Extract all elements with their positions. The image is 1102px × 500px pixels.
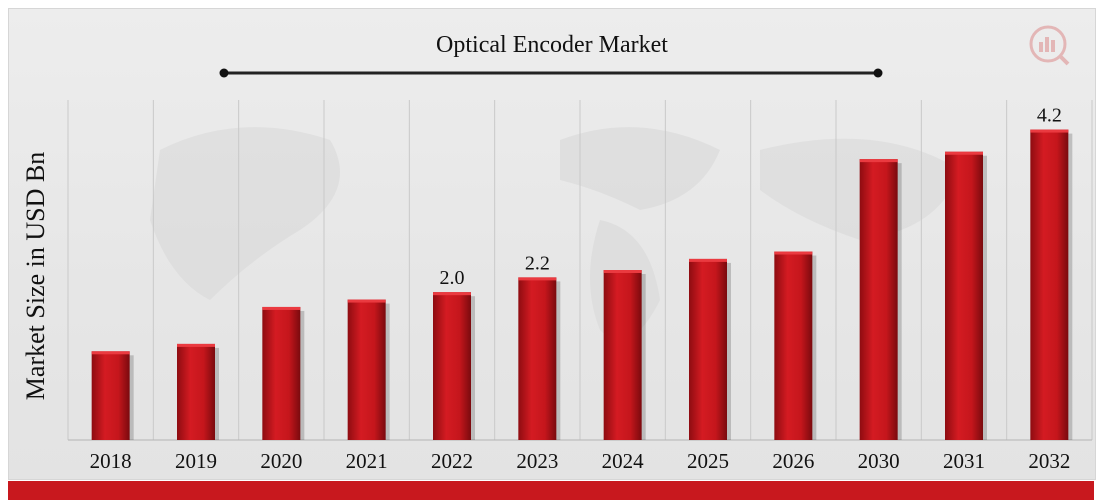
x-tick-label: 2024 xyxy=(602,449,645,473)
bar-2025 xyxy=(689,258,727,440)
bar-2023 xyxy=(518,277,557,440)
bar-2018 xyxy=(91,351,130,440)
x-tick-label: 2020 xyxy=(260,449,302,473)
y-axis-label: Market Size in USD Bn xyxy=(21,152,50,400)
title-line xyxy=(219,68,883,78)
bar-2019 xyxy=(177,343,215,440)
bar-top-highlight xyxy=(603,270,642,273)
bar-2022 xyxy=(433,292,471,440)
x-tick-label: 2026 xyxy=(772,449,814,473)
x-tick-label: 2021 xyxy=(346,449,388,473)
data-label-2022: 2.0 xyxy=(440,267,465,289)
data-label-2032: 4.2 xyxy=(1037,105,1062,127)
bar-top-highlight xyxy=(347,299,386,303)
x-tick-label: 2019 xyxy=(175,449,217,473)
bar-2021 xyxy=(347,299,386,440)
data-label-2023: 2.2 xyxy=(525,252,550,274)
x-tick-labels: 2018 2019 2020 2021 2022 2023 2024 2025 2026 2030… xyxy=(90,449,1071,473)
bar-2031 xyxy=(945,151,983,440)
bar-2024 xyxy=(603,270,642,440)
bar-top-highlight xyxy=(774,251,813,255)
bar-top-highlight xyxy=(518,277,557,281)
x-tick-label: 2032 xyxy=(1028,449,1070,473)
bar-2020 xyxy=(262,306,301,440)
data-labels: 2.0 2.2 4.2 xyxy=(440,105,1062,290)
bars-group xyxy=(91,129,1073,440)
bar-2030 xyxy=(859,159,898,440)
x-tick-label: 2025 xyxy=(687,449,729,473)
x-tick-label: 2030 xyxy=(858,449,900,473)
bar-2032 xyxy=(1030,129,1069,440)
logo-icon xyxy=(1029,25,1070,66)
bar-top-highlight xyxy=(177,343,215,347)
x-tick-label: 2031 xyxy=(943,449,985,473)
bar-top-highlight xyxy=(689,258,727,262)
x-tick-label: 2018 xyxy=(90,449,132,473)
x-tick-label: 2023 xyxy=(516,449,558,473)
grid-lines xyxy=(67,100,1093,441)
bar-top-highlight xyxy=(945,151,983,155)
bar-2026 xyxy=(774,251,813,440)
bottom-accent-bar xyxy=(8,481,1094,500)
bar-top-highlight xyxy=(91,351,130,355)
bar-top-highlight xyxy=(262,306,301,310)
bar-top-highlight xyxy=(1030,129,1069,133)
bar-top-highlight xyxy=(433,292,471,296)
chart-title: Optical Encoder Market xyxy=(436,32,668,58)
bar-top-highlight xyxy=(859,159,898,163)
x-tick-label: 2022 xyxy=(431,449,473,473)
